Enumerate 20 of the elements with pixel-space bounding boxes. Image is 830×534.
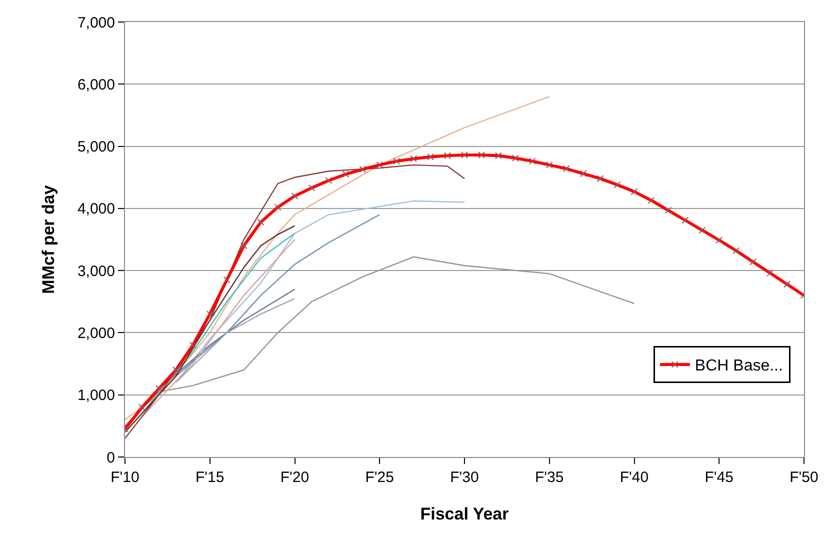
y-tick-label: 4,000 bbox=[77, 200, 115, 218]
x-tick-label: F'40 bbox=[620, 469, 649, 486]
y-tick-label: 6,000 bbox=[77, 76, 115, 94]
x-axis-title: Fiscal Year bbox=[420, 504, 510, 524]
x-tick-label: F'10 bbox=[110, 469, 140, 486]
x-tick-label: F'35 bbox=[535, 469, 564, 486]
y-axis-title: MMcf per day bbox=[39, 184, 58, 294]
x-tick-label: F'15 bbox=[196, 469, 224, 486]
y-tick-label: 5,000 bbox=[77, 138, 115, 156]
x-tick-label: F'20 bbox=[280, 469, 310, 486]
x-tick-label: F'45 bbox=[704, 469, 734, 486]
x-tick-label: F'50 bbox=[790, 469, 818, 486]
y-tick-label: 0 bbox=[106, 449, 115, 466]
y-tick-label: 3,000 bbox=[77, 262, 115, 280]
y-tick-label: 7,000 bbox=[77, 14, 115, 32]
y-tick-label: 2,000 bbox=[77, 324, 115, 342]
legend-label: BCH Base... bbox=[694, 358, 783, 375]
x-tick-label: F'25 bbox=[365, 469, 394, 486]
x-tick-label: F'30 bbox=[450, 469, 479, 486]
y-tick-label: 1,000 bbox=[77, 387, 115, 404]
